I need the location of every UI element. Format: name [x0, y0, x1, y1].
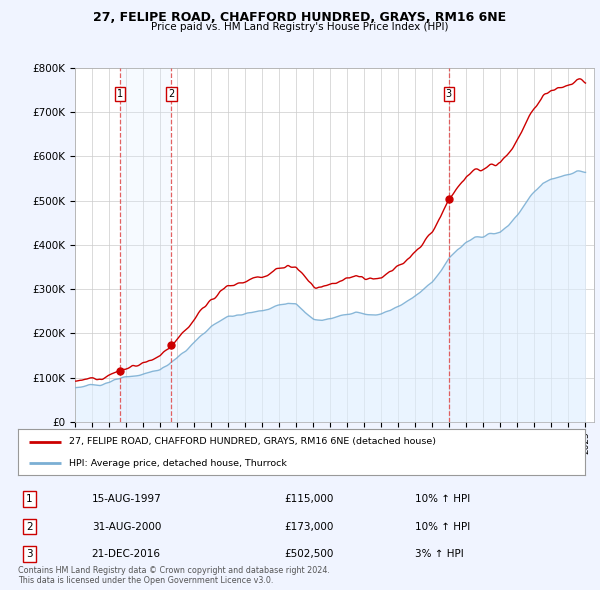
Bar [172, 68, 449, 422]
Text: £173,000: £173,000 [284, 522, 334, 532]
Text: £115,000: £115,000 [284, 494, 334, 504]
Text: £502,500: £502,500 [284, 549, 334, 559]
Bar [119, 68, 172, 422]
Text: 3: 3 [446, 90, 452, 99]
Text: Contains HM Land Registry data © Crown copyright and database right 2024.: Contains HM Land Registry data © Crown c… [18, 566, 330, 575]
Text: 10% ↑ HPI: 10% ↑ HPI [415, 494, 470, 504]
Text: HPI: Average price, detached house, Thurrock: HPI: Average price, detached house, Thur… [69, 459, 287, 468]
Text: 21-DEC-2016: 21-DEC-2016 [92, 549, 161, 559]
Text: 1: 1 [116, 90, 123, 99]
Text: 31-AUG-2000: 31-AUG-2000 [92, 522, 161, 532]
Text: 10% ↑ HPI: 10% ↑ HPI [415, 522, 470, 532]
Text: 27, FELIPE ROAD, CHAFFORD HUNDRED, GRAYS, RM16 6NE: 27, FELIPE ROAD, CHAFFORD HUNDRED, GRAYS… [94, 11, 506, 24]
Text: 3% ↑ HPI: 3% ↑ HPI [415, 549, 464, 559]
Text: 2: 2 [169, 90, 175, 99]
Text: 3: 3 [26, 549, 32, 559]
Text: Price paid vs. HM Land Registry's House Price Index (HPI): Price paid vs. HM Land Registry's House … [151, 22, 449, 32]
Text: This data is licensed under the Open Government Licence v3.0.: This data is licensed under the Open Gov… [18, 576, 274, 585]
Text: 15-AUG-1997: 15-AUG-1997 [92, 494, 161, 504]
Text: 2: 2 [26, 522, 32, 532]
Text: 27, FELIPE ROAD, CHAFFORD HUNDRED, GRAYS, RM16 6NE (detached house): 27, FELIPE ROAD, CHAFFORD HUNDRED, GRAYS… [69, 437, 436, 446]
Text: 1: 1 [26, 494, 32, 504]
